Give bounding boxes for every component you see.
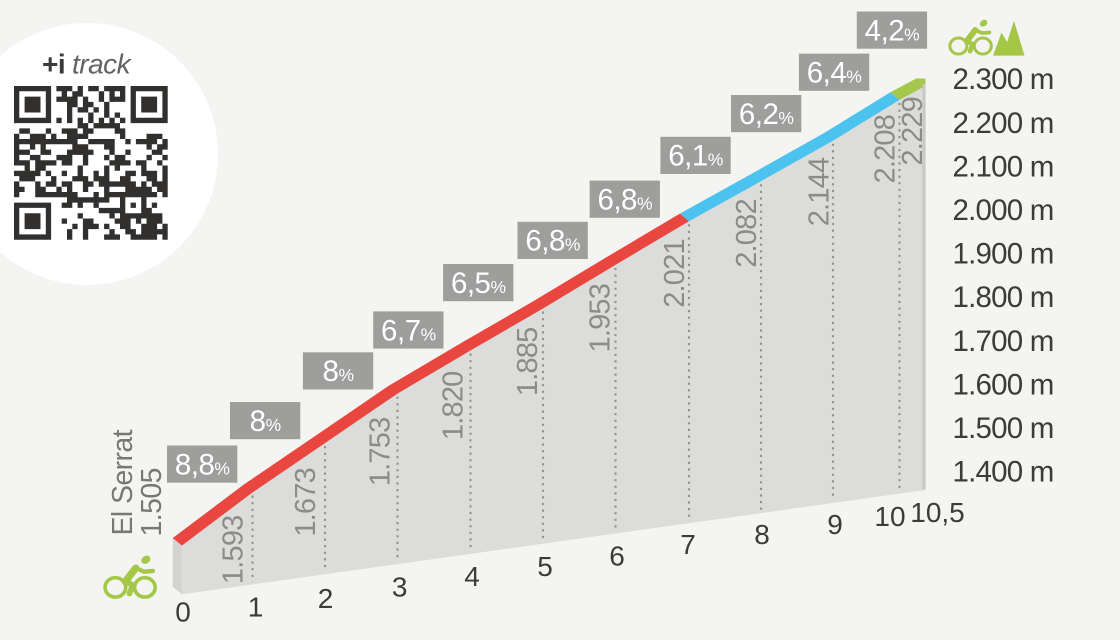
- svg-text:2.300 m: 2.300 m: [953, 63, 1054, 96]
- svg-text:1.953: 1.953: [585, 284, 617, 353]
- svg-text:0: 0: [175, 597, 191, 628]
- svg-text:1.885: 1.885: [512, 328, 544, 397]
- svg-text:10: 10: [874, 501, 905, 532]
- svg-text:1.900 m: 1.900 m: [953, 238, 1054, 271]
- svg-text:2.100 m: 2.100 m: [953, 150, 1054, 183]
- svg-text:6,8%: 6,8%: [525, 225, 580, 258]
- svg-text:1.593: 1.593: [218, 516, 250, 585]
- svg-text:2.200 m: 2.200 m: [953, 107, 1054, 140]
- svg-text:1.500 m: 1.500 m: [953, 412, 1054, 445]
- svg-text:6,7%: 6,7%: [381, 314, 436, 347]
- svg-text:track: track: [72, 49, 133, 80]
- svg-text:6,5%: 6,5%: [451, 267, 506, 300]
- svg-text:5: 5: [537, 551, 553, 582]
- svg-text:El Serrat: El Serrat: [107, 429, 139, 535]
- svg-text:2.208: 2.208: [870, 115, 902, 184]
- svg-text:1: 1: [248, 591, 264, 622]
- svg-text:1.673: 1.673: [290, 468, 322, 537]
- svg-text:2.144: 2.144: [804, 157, 836, 226]
- svg-text:8: 8: [754, 519, 770, 550]
- svg-text:+i: +i: [42, 49, 65, 80]
- svg-text:9: 9: [827, 509, 843, 540]
- svg-text:6,4%: 6,4%: [807, 57, 862, 90]
- svg-text:1.600 m: 1.600 m: [953, 368, 1054, 401]
- svg-text:3: 3: [392, 571, 408, 602]
- svg-text:1.700 m: 1.700 m: [953, 325, 1054, 358]
- svg-text:2: 2: [318, 583, 334, 614]
- svg-text:1.753: 1.753: [365, 418, 397, 487]
- svg-text:2.021: 2.021: [659, 239, 691, 308]
- svg-text:2.229: 2.229: [897, 97, 929, 166]
- svg-text:7: 7: [680, 529, 696, 560]
- svg-text:10,5: 10,5: [910, 497, 965, 528]
- svg-text:1.820: 1.820: [438, 372, 470, 441]
- svg-text:1.800 m: 1.800 m: [953, 281, 1054, 314]
- svg-text:1.400 m: 1.400 m: [953, 456, 1054, 489]
- svg-text:2.082: 2.082: [731, 199, 763, 268]
- svg-text:4: 4: [464, 561, 480, 592]
- svg-text:6: 6: [609, 541, 625, 572]
- svg-text:2.000 m: 2.000 m: [953, 194, 1054, 227]
- svg-text:1.505: 1.505: [136, 468, 168, 536]
